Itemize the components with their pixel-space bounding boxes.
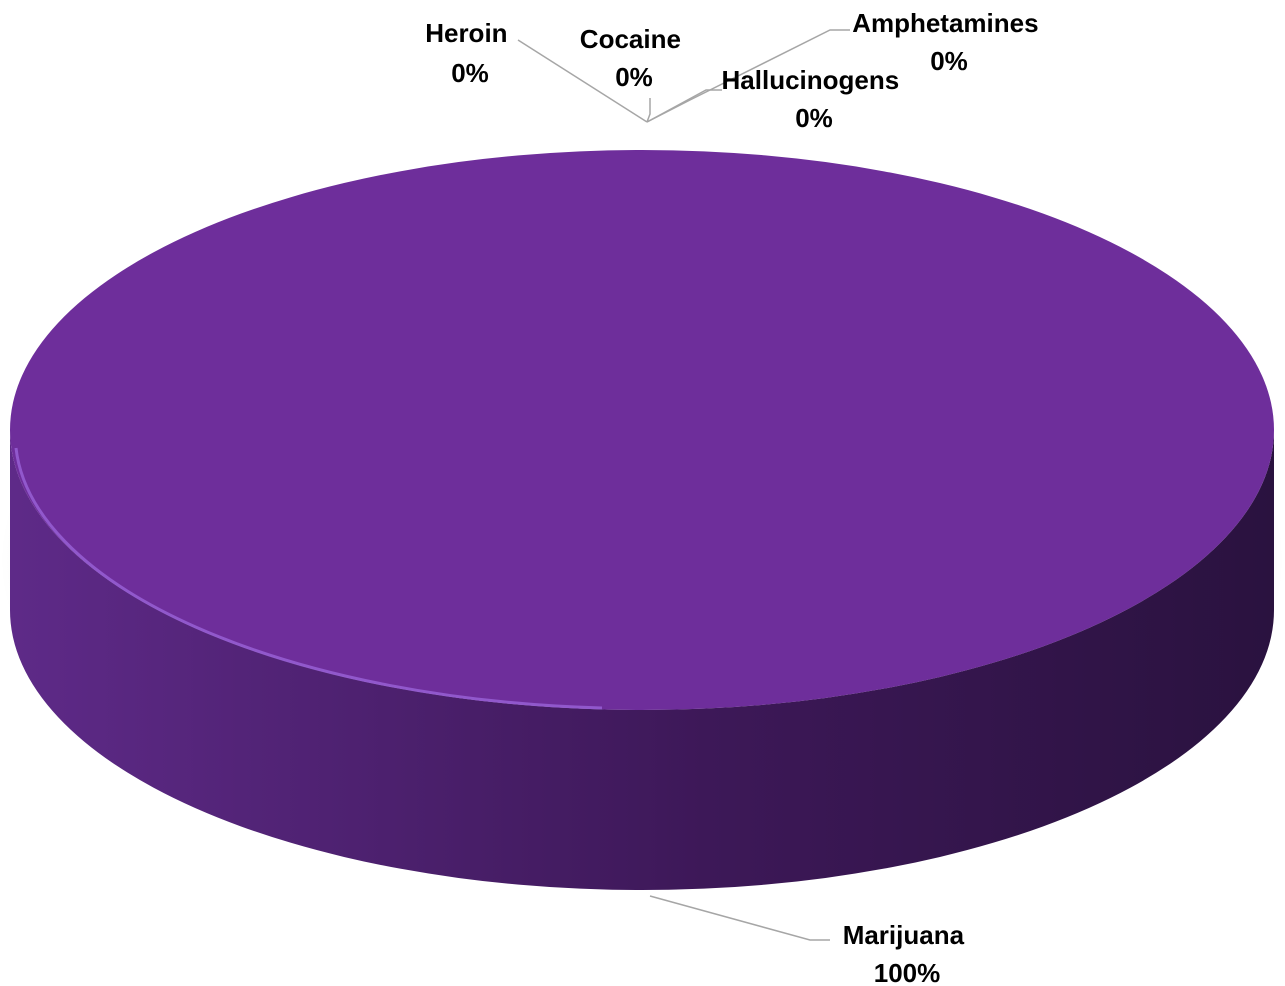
leader-line-cocaine [646,98,651,123]
slice-name-cocaine: Cocaine [580,24,681,54]
leader-line-heroin [517,39,648,123]
slice-percent-amphetamines: 0% [930,46,968,76]
slice-label-marijuana: Marijuana 100% [843,920,972,986]
slice-name-heroin: Heroin [425,18,507,48]
slice-label-hallucinogens: Hallucinogens 0% [722,65,907,133]
slice-label-cocaine: Cocaine 0% [580,24,688,92]
data-labels: Heroin 0% Cocaine 0% Amphetamines 0% Hal… [425,8,1046,986]
leader-line-hallucinogens [646,89,722,123]
leader-line-marijuana [649,895,830,941]
slice-name-hallucinogens: Hallucinogens [722,65,900,95]
slice-percent-heroin: 0% [451,58,489,88]
slice-name-marijuana: Marijuana [843,920,965,950]
slice-label-heroin: Heroin 0% [425,18,515,88]
slice-name-amphetamines: Amphetamines [852,8,1038,38]
pie-rim-highlight [14,447,603,710]
leader-lines [517,29,850,941]
slice-percent-hallucinogens: 0% [795,103,833,133]
slice-percent-cocaine: 0% [615,62,653,92]
slice-percent-marijuana: 100% [874,958,941,986]
pie-slice-marijuana [10,150,1274,710]
pie-slice-marijuana-side [10,430,1274,890]
slice-label-amphetamines: Amphetamines 0% [852,8,1046,76]
